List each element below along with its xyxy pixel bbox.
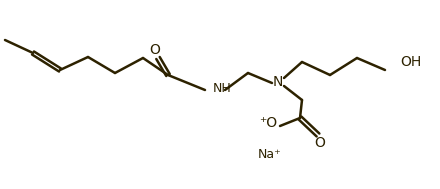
Text: N: N	[273, 75, 283, 89]
Text: NH: NH	[213, 81, 232, 94]
Text: Na⁺: Na⁺	[258, 149, 282, 161]
Text: ⁺O: ⁺O	[259, 116, 277, 130]
Text: O: O	[315, 136, 326, 150]
Text: OH: OH	[400, 55, 421, 69]
Text: O: O	[150, 43, 161, 57]
